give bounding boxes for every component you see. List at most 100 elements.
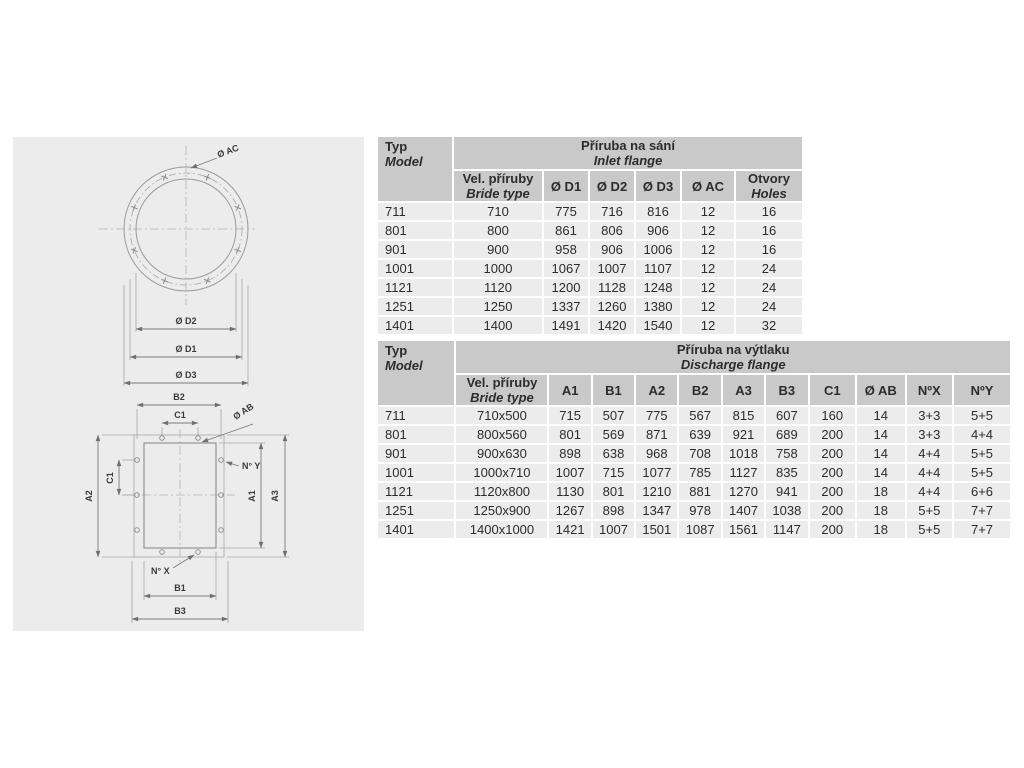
table-cell: 4+4 bbox=[906, 445, 953, 462]
table-cell: 1421 bbox=[549, 521, 591, 538]
inlet-flange-table: Typ Model Příruba na sání Inlet flange V… bbox=[376, 135, 804, 336]
table-cell: 978 bbox=[679, 502, 721, 519]
table-cell: 200 bbox=[809, 502, 855, 519]
table-cell: 815 bbox=[722, 407, 765, 424]
table-cell: 12 bbox=[682, 241, 734, 258]
col-header-bride-type: Vel. příruby Bride type bbox=[456, 375, 548, 405]
table-cell: 1337 bbox=[544, 298, 588, 315]
col-header-d2: Ø D2 bbox=[590, 171, 634, 201]
col-header-b2: B2 bbox=[679, 375, 721, 405]
table-cell: 801 bbox=[378, 222, 452, 239]
table-cell: 160 bbox=[809, 407, 855, 424]
outer-flange-circle bbox=[123, 166, 249, 292]
table-cell: 12 bbox=[682, 203, 734, 220]
drawing-panel: Ø AC Ø D2 Ø D1 Ø bbox=[13, 137, 364, 631]
col-header-a3: A3 bbox=[722, 375, 765, 405]
table-cell: 200 bbox=[809, 426, 855, 443]
table-cell: 898 bbox=[592, 502, 635, 519]
table-cell: 968 bbox=[636, 445, 678, 462]
duct-opening bbox=[143, 442, 217, 549]
table-cell: 200 bbox=[809, 464, 855, 481]
corner-label-en: Model bbox=[385, 154, 423, 169]
dim-ab: Ø AB bbox=[201, 401, 256, 443]
table-cell: 5+5 bbox=[954, 445, 1010, 462]
dim-a3: A3 bbox=[227, 434, 289, 558]
table-cell: 24 bbox=[736, 260, 803, 277]
table-cell: 1001 bbox=[378, 464, 455, 481]
table-cell: 1401 bbox=[378, 317, 452, 334]
table-row: 1121 1120 1200 1128 1248 12 24 bbox=[378, 279, 803, 296]
table-row: 901 900 958 906 1006 12 16 bbox=[378, 241, 803, 258]
discharge-flange-drawing: B2 C1 Ø AB A2 bbox=[84, 392, 289, 623]
table-cell: 835 bbox=[766, 464, 808, 481]
table-cell: 24 bbox=[736, 279, 803, 296]
callout-nx: N° X bbox=[151, 554, 195, 576]
table-cell: 898 bbox=[549, 445, 591, 462]
table-cell: 5+5 bbox=[954, 464, 1010, 481]
flange-plate-outline bbox=[133, 434, 225, 558]
table-row: 801 800x560 801 569 871 639 921 689 200 … bbox=[378, 426, 1010, 443]
table-cell: 1267 bbox=[549, 502, 591, 519]
table-cell: 1007 bbox=[549, 464, 591, 481]
table-cell: 4+4 bbox=[906, 464, 953, 481]
table-cell: 1000x710 bbox=[456, 464, 548, 481]
table-cell: 1067 bbox=[544, 260, 588, 277]
table-cell: 715 bbox=[549, 407, 591, 424]
dim-c1-left: C1 bbox=[105, 459, 134, 496]
table-cell: 5+5 bbox=[906, 521, 953, 538]
dim-ac: Ø AC bbox=[190, 143, 241, 169]
table-cell: 921 bbox=[722, 426, 765, 443]
dim-label-c1-top: C1 bbox=[174, 410, 186, 420]
table-cell: 1400 bbox=[454, 317, 542, 334]
table-cell: 18 bbox=[857, 502, 905, 519]
dim-label-a1: A1 bbox=[247, 490, 257, 502]
flange-diagrams: Ø AC Ø D2 Ø D1 Ø bbox=[84, 143, 289, 623]
table-cell: 1491 bbox=[544, 317, 588, 334]
corner-label-cs: Typ bbox=[385, 343, 408, 358]
corner-label-cs: Typ bbox=[385, 139, 408, 154]
table-cell: 1107 bbox=[636, 260, 680, 277]
table-row: 1121 1120x800 1130 801 1210 881 1270 941… bbox=[378, 483, 1010, 500]
dim-label-b3: B3 bbox=[174, 606, 186, 616]
col-header-b3: B3 bbox=[766, 375, 808, 405]
col-header-holes: Otvory Holes bbox=[736, 171, 803, 201]
title-en: Discharge flange bbox=[680, 357, 786, 372]
table-cell: 716 bbox=[590, 203, 634, 220]
dim-b2: B2 bbox=[136, 392, 222, 439]
table-cell: 3+3 bbox=[906, 426, 953, 443]
discharge-table-title: Příruba na výtlaku Discharge flange bbox=[456, 341, 1010, 373]
table-cell: 1250 bbox=[454, 298, 542, 315]
table-cell: 5+5 bbox=[906, 502, 953, 519]
dim-c1-top: C1 bbox=[161, 410, 199, 436]
dim-d2: Ø D2 bbox=[135, 273, 237, 332]
dim-label-d3: Ø D3 bbox=[175, 370, 196, 380]
table-cell: 12 bbox=[682, 260, 734, 277]
table-cell: 639 bbox=[679, 426, 721, 443]
title-cs: Příruba na výtlaku bbox=[676, 342, 790, 357]
col-header-ny: NºY bbox=[954, 375, 1010, 405]
dim-d1: Ø D1 bbox=[129, 279, 243, 360]
table-cell: 16 bbox=[736, 222, 803, 239]
col-header-c1: C1 bbox=[809, 375, 855, 405]
table-cell: 1007 bbox=[590, 260, 634, 277]
table-cell: 7+7 bbox=[954, 521, 1010, 538]
dim-label-c1-left: C1 bbox=[105, 472, 115, 484]
table-cell: 801 bbox=[378, 426, 455, 443]
table-row: 801 800 861 806 906 12 16 bbox=[378, 222, 803, 239]
table-cell: 12 bbox=[682, 298, 734, 315]
col-header-nx: NºX bbox=[906, 375, 953, 405]
table-row: 711 710x500 715 507 775 567 815 607 160 … bbox=[378, 407, 1010, 424]
dim-label-a2: A2 bbox=[84, 490, 94, 502]
table-cell: 18 bbox=[857, 483, 905, 500]
inlet-corner-header: Typ Model bbox=[378, 137, 452, 201]
table-cell: 958 bbox=[544, 241, 588, 258]
table-cell: 14 bbox=[857, 464, 905, 481]
table-cell: 900 bbox=[454, 241, 542, 258]
table-cell: 12 bbox=[682, 317, 734, 334]
table-cell: 1120 bbox=[454, 279, 542, 296]
table-cell: 1407 bbox=[722, 502, 765, 519]
table-cell: 4+4 bbox=[954, 426, 1010, 443]
table-cell: 710 bbox=[454, 203, 542, 220]
col-header-ac: Ø AC bbox=[682, 171, 734, 201]
